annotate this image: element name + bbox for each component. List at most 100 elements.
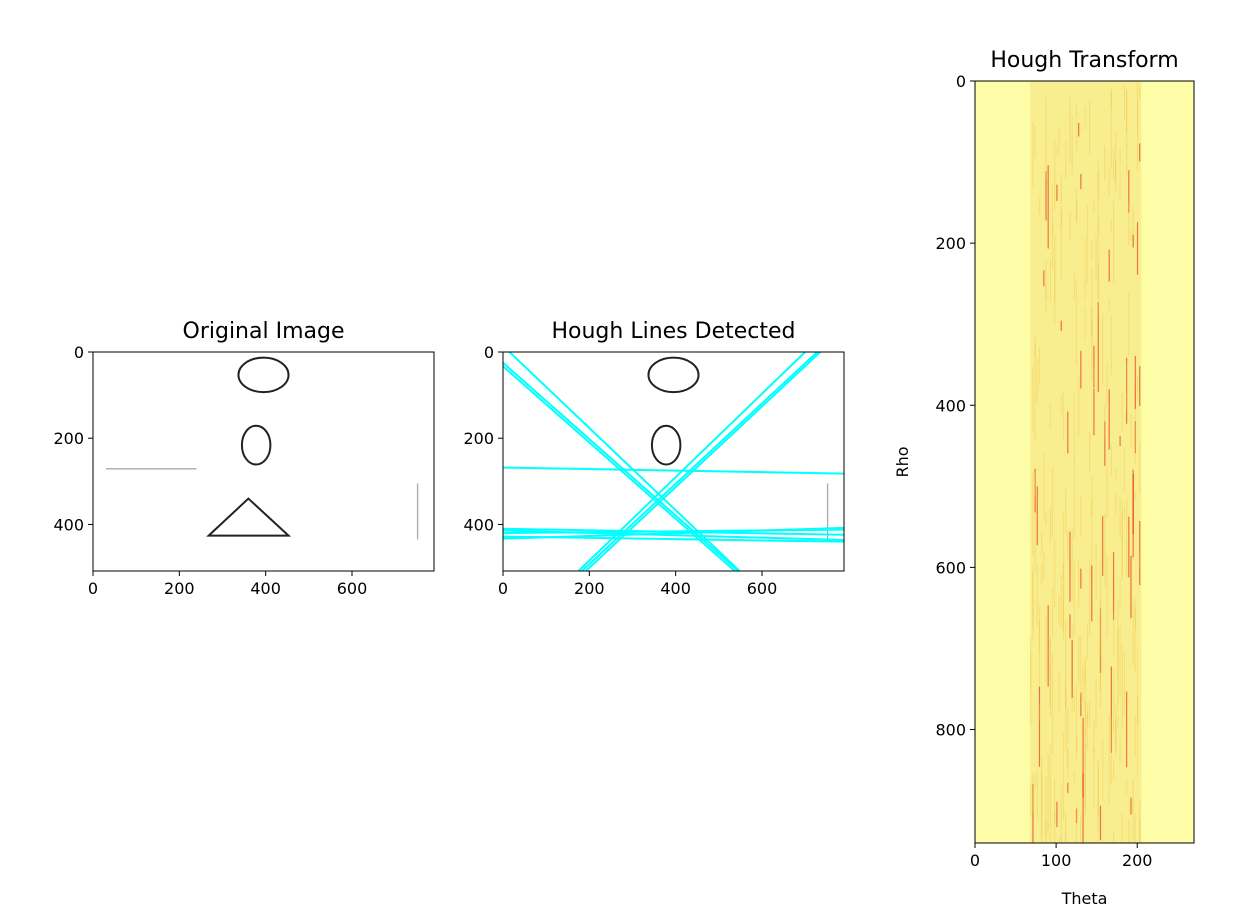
accumulator-streak xyxy=(1034,505,1036,575)
x-tick-label-original-2: 400 xyxy=(250,579,281,598)
panel-hough-lines: Hough Lines Detected 0 200 400 600 0 200 400 xyxy=(463,319,845,598)
accumulator-streak xyxy=(1110,91,1112,168)
accumulator-streak xyxy=(1091,240,1093,260)
accumulator-streak xyxy=(1115,131,1117,193)
accumulator-streak xyxy=(1110,666,1112,753)
accumulator-streak xyxy=(1117,629,1119,711)
accumulator-streak xyxy=(1126,498,1128,578)
accumulator-streak xyxy=(1060,573,1062,629)
accumulator-streak xyxy=(1110,444,1112,477)
panel-title-original: Original Image xyxy=(183,319,345,344)
accumulator-streak xyxy=(1034,407,1036,442)
accumulator-streak xyxy=(1073,390,1075,465)
accumulator-streak xyxy=(1130,797,1132,815)
accumulator-streak xyxy=(1049,831,1051,843)
accumulator-streak xyxy=(1041,532,1043,554)
accumulator-streak xyxy=(1045,96,1047,180)
accumulator-streak xyxy=(1097,222,1099,298)
accumulator-streak xyxy=(1093,345,1095,388)
accumulator-streak xyxy=(1047,605,1049,687)
accumulator-streak xyxy=(1134,389,1136,464)
hough-line-0 xyxy=(508,352,741,571)
accumulator-streak xyxy=(1088,558,1091,638)
accumulator-streak xyxy=(1091,307,1093,338)
accumulator-streak xyxy=(1060,210,1062,228)
accumulator-streak xyxy=(1126,90,1128,133)
accumulator-streak xyxy=(1067,746,1069,779)
ticks-original: 0 200 400 600 0 200 400 xyxy=(53,343,367,598)
accumulator-streak xyxy=(1091,267,1093,334)
accumulator-streak xyxy=(1112,552,1115,620)
accumulator-streak xyxy=(1080,496,1082,538)
accumulator-streak xyxy=(1080,173,1082,190)
x-tick-label-hough-lines-0: 0 xyxy=(498,579,508,598)
accumulator-streak xyxy=(1128,291,1130,355)
accumulator-streak xyxy=(1134,355,1136,409)
axes-frame-original xyxy=(92,351,435,572)
accumulator-streak xyxy=(1086,205,1089,283)
accumulator-streak xyxy=(1045,283,1047,312)
accumulator-streak xyxy=(1075,734,1078,761)
panel-title-hough-transform: Hough Transform xyxy=(990,48,1178,73)
accumulator-streak xyxy=(1119,435,1121,447)
accumulator-streak xyxy=(1084,660,1086,749)
accumulator-streak xyxy=(1115,158,1117,183)
accumulator-streak xyxy=(1139,520,1141,586)
accumulator-streak xyxy=(1038,620,1041,651)
accumulator-streak xyxy=(1104,145,1106,181)
accumulator-streak xyxy=(1067,707,1069,745)
accumulator-streak xyxy=(1134,421,1136,454)
accumulator-streak xyxy=(1099,608,1102,673)
accumulator-streak xyxy=(1091,565,1093,622)
accumulator-streak xyxy=(1097,172,1099,233)
accumulator-streak xyxy=(1049,640,1051,678)
accumulator-streak xyxy=(1045,171,1047,221)
accumulator-streak xyxy=(1136,222,1139,275)
accumulator-streak xyxy=(1112,831,1115,843)
y-tick-label-hough-lines-2: 400 xyxy=(463,515,494,534)
accumulator-streak xyxy=(1078,560,1080,608)
accumulator-streak xyxy=(1049,745,1051,830)
accumulator-streak xyxy=(1121,513,1123,576)
accumulator-streak xyxy=(1075,809,1078,843)
accumulator-streak xyxy=(1075,198,1078,219)
accumulator-streak xyxy=(1099,619,1102,708)
accumulator-streak xyxy=(1082,717,1084,798)
accumulator-streak xyxy=(1067,411,1069,454)
accumulator-streak xyxy=(1119,172,1121,200)
accumulator-streak xyxy=(1067,782,1069,793)
accumulator-streak xyxy=(1038,606,1041,692)
accumulator-streak xyxy=(1051,668,1054,755)
accumulator-streak xyxy=(1117,715,1119,728)
accumulator-streak xyxy=(1108,249,1110,282)
accumulator-streak xyxy=(1134,490,1136,502)
accumulator-streak xyxy=(1058,127,1060,157)
accumulator-streak xyxy=(1084,743,1086,809)
accumulator-streak xyxy=(1073,462,1075,539)
accumulator-streak xyxy=(1139,441,1141,494)
accumulator-streak xyxy=(1106,465,1108,519)
accumulator-streak xyxy=(1071,529,1073,602)
accumulator-streak xyxy=(1038,198,1041,215)
accumulator-streak xyxy=(1119,738,1121,763)
accumulator-streak xyxy=(1073,560,1075,636)
accumulator-streak xyxy=(1080,634,1082,697)
accumulator-streak xyxy=(1071,115,1073,175)
accumulator-streak xyxy=(1051,223,1054,270)
y-tick-label-hough-lines-0: 0 xyxy=(484,343,494,362)
accumulator-streak xyxy=(1051,467,1054,538)
accumulator-streak xyxy=(1128,201,1130,246)
accumulator-streak xyxy=(1099,561,1102,617)
accumulator-streak xyxy=(1115,468,1117,480)
accumulator-streak xyxy=(1112,200,1115,285)
accumulator-streak xyxy=(1110,717,1112,785)
accumulator-streak xyxy=(1069,614,1071,639)
accumulator-streak xyxy=(1038,686,1041,767)
accumulator-streak xyxy=(1051,184,1054,234)
accumulator-streak xyxy=(1139,85,1141,100)
accumulator-streak xyxy=(1043,551,1045,580)
accumulator-streak xyxy=(1075,188,1078,225)
accumulator-streak xyxy=(1065,620,1067,690)
accumulator-streak xyxy=(1060,174,1062,201)
accumulator-streak xyxy=(1093,388,1095,436)
